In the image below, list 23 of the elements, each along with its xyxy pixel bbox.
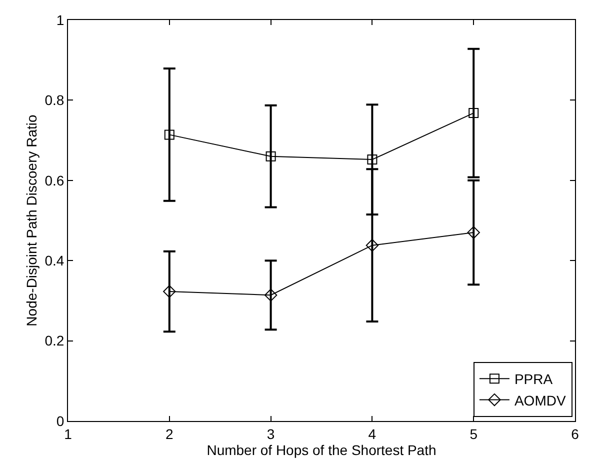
point (264, 288, 278, 302)
point (367, 154, 378, 165)
legend-label: PPRA (514, 371, 554, 388)
x-axis-title: Number of Hops of the Shortest Path (206, 442, 436, 458)
y-tick-label: 0.8 (44, 92, 64, 108)
x-tick-label: 6 (571, 426, 580, 442)
point (266, 151, 276, 162)
y-axis-title: Node-Disjoint Path Discoery Ratio (23, 114, 40, 326)
point (163, 285, 176, 298)
x-tick-label: 3 (266, 426, 275, 442)
y-tick-label: 1 (56, 12, 64, 28)
x-tick-label: 4 (368, 426, 376, 442)
point (467, 226, 480, 239)
x-tick-label: 2 (166, 426, 174, 442)
point (366, 239, 379, 252)
y-tick-label: 0.2 (44, 332, 64, 349)
y-tick-label: 0 (56, 412, 64, 429)
point (468, 108, 479, 118)
y-tick-label: 0.6 (44, 172, 64, 188)
x-tick-label: 5 (470, 426, 478, 442)
point (164, 130, 174, 140)
y-tick-label: 0.4 (44, 252, 64, 268)
legend-label: AOMDV (514, 392, 566, 408)
